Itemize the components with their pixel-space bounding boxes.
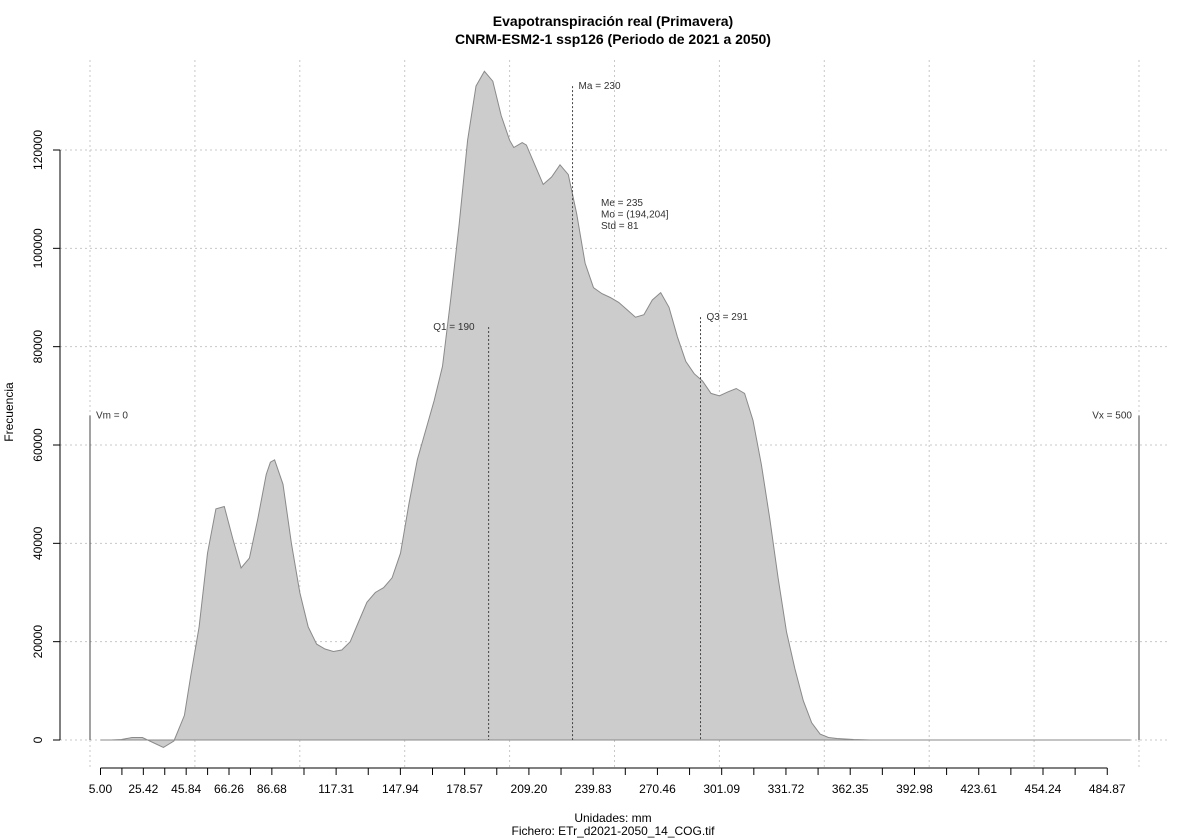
- x-tick-label: 25.42: [128, 782, 158, 796]
- x-tick-label: 484.87: [1089, 782, 1126, 796]
- x-tick-label: 454.24: [1025, 782, 1062, 796]
- guide-label-ma: Ma = 230: [579, 81, 621, 92]
- x-tick-label: 147.94: [382, 782, 419, 796]
- y-tick-label: 60000: [31, 428, 45, 462]
- x-tick-label: 66.26: [214, 782, 244, 796]
- x-tick-label: 301.09: [703, 782, 740, 796]
- guide-label-q1: Q1 = 190: [433, 322, 475, 333]
- file-footer: Fichero: ETr_d2021-2050_14_COG.tif: [512, 824, 716, 838]
- y-axis-label: Frecuencia: [2, 382, 16, 442]
- x-tick-label: 239.83: [575, 782, 612, 796]
- axes: 5.00 25.42 45.84 66.26 86.68 117.31 147.94 178.…: [31, 130, 1126, 796]
- guide-label-q3: Q3 = 291: [707, 312, 749, 323]
- y-tick-label: 100000: [31, 228, 45, 268]
- chart-title: Evapotranspiración real (Primavera): [493, 13, 733, 29]
- x-tick-label: 392.98: [896, 782, 933, 796]
- x-axis-label: Unidades: mm: [574, 811, 651, 825]
- stat-label: Me = 235: [601, 198, 643, 209]
- x-tick-label: 86.68: [257, 782, 287, 796]
- stat-label: Std = 81: [601, 221, 639, 232]
- x-tick-label: 117.31: [318, 782, 354, 796]
- x-tick-label: 178.57: [446, 782, 483, 796]
- x-tick-label: 270.46: [639, 782, 676, 796]
- y-tick-label: 0: [31, 736, 45, 743]
- guide-label-vx: Vx = 500: [1092, 411, 1132, 422]
- x-tick-label: 209.20: [511, 782, 548, 796]
- x-tick-label: 423.61: [960, 782, 997, 796]
- x-tick-label: 5.00: [89, 782, 113, 796]
- guide-label-vm: Vm = 0: [96, 411, 128, 422]
- y-tick-label: 80000: [31, 330, 45, 364]
- stat-label: Mo = (194,204]: [601, 210, 669, 221]
- x-tick-label: 362.35: [832, 782, 869, 796]
- density-area: [100, 70, 1131, 748]
- y-tick-label: 40000: [31, 526, 45, 560]
- y-tick-label: 120000: [31, 130, 45, 170]
- statistic-guides: Vm = 0 Q1 = 190 Ma = 230 Q3 = 291 Vx = 500: [89, 81, 1140, 740]
- y-tick-label: 20000: [31, 625, 45, 659]
- chart-subtitle: CNRM-ESM2-1 ssp126 (Periodo de 2021 a 20…: [455, 31, 771, 47]
- x-tick-label: 331.72: [768, 782, 805, 796]
- x-tick-label: 45.84: [171, 782, 201, 796]
